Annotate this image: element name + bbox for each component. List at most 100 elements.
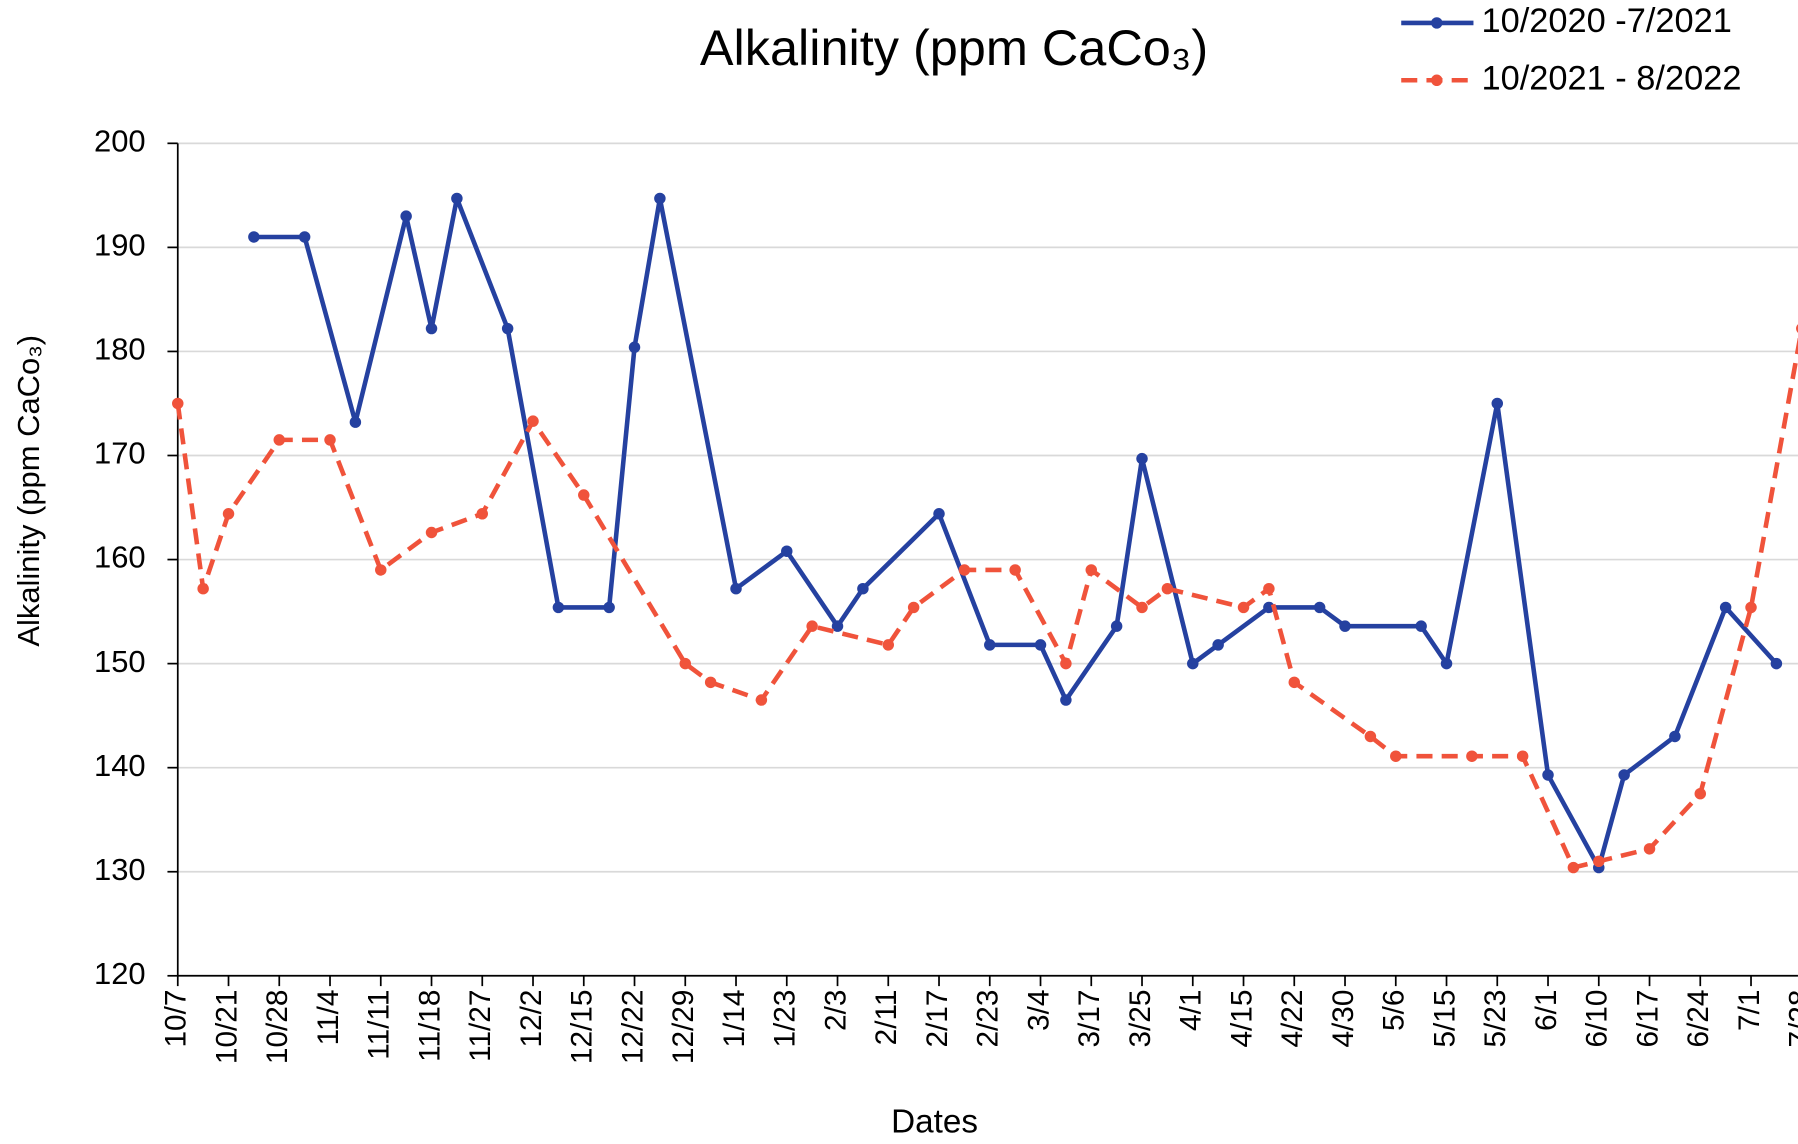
x-tick-label: 4/30 xyxy=(1327,990,1360,1048)
data-point xyxy=(857,582,869,595)
x-tick-label: 11/11 xyxy=(363,990,396,1060)
data-point xyxy=(1415,620,1427,632)
data-point xyxy=(1390,750,1402,762)
data-point xyxy=(298,231,311,243)
data-point xyxy=(831,620,844,632)
data-point xyxy=(1694,787,1707,800)
data-point xyxy=(1212,639,1224,651)
data-point xyxy=(1466,750,1478,762)
y-tick-label: 170 xyxy=(94,436,146,471)
data-point xyxy=(1313,601,1326,614)
x-tick-label: 6/10 xyxy=(1581,990,1614,1048)
data-point xyxy=(1136,601,1148,614)
y-axis-label: Alkalinity (ppm CaCo₃) xyxy=(11,335,46,647)
data-point xyxy=(578,489,590,501)
legend-label: 10/2021 - 8/2022 xyxy=(1481,59,1741,97)
data-point xyxy=(425,526,438,539)
data-point xyxy=(1618,769,1630,781)
x-tick-label: 5/23 xyxy=(1479,990,1512,1048)
y-tick-label: 200 xyxy=(94,124,146,159)
x-axis-label: Dates xyxy=(891,1103,978,1140)
data-point xyxy=(603,601,615,614)
data-point xyxy=(172,397,184,410)
data-point xyxy=(628,341,641,354)
y-tick-label: 150 xyxy=(94,644,146,679)
data-point xyxy=(1770,657,1783,670)
x-tick-label: 11/27 xyxy=(464,990,497,1062)
data-point xyxy=(679,657,691,670)
data-point xyxy=(1237,601,1250,614)
data-point xyxy=(730,582,742,595)
data-point xyxy=(1161,582,1174,595)
x-tick-label: 12/22 xyxy=(616,990,649,1065)
data-point xyxy=(755,694,768,706)
x-tick-label: 4/22 xyxy=(1276,990,1309,1048)
data-point xyxy=(1440,657,1453,670)
data-point xyxy=(1339,620,1351,632)
x-tick-label: 2/3 xyxy=(819,990,852,1031)
x-tick-label: 5/15 xyxy=(1428,990,1461,1048)
data-point xyxy=(1060,657,1072,670)
y-tick-label: 160 xyxy=(94,540,146,575)
x-tick-label: 2/11 xyxy=(870,990,903,1046)
data-point xyxy=(552,601,565,614)
data-point xyxy=(1187,657,1199,670)
y-tick-label: 190 xyxy=(94,228,146,263)
data-point xyxy=(527,415,539,427)
data-point xyxy=(1364,730,1377,743)
data-point xyxy=(1719,601,1732,614)
data-point xyxy=(1516,750,1529,762)
x-tick-label: 3/25 xyxy=(1124,990,1157,1048)
x-tick-label: 12/29 xyxy=(667,990,700,1065)
data-point xyxy=(958,564,971,576)
x-tick-label: 5/6 xyxy=(1378,990,1411,1031)
data-point xyxy=(1567,861,1580,874)
data-point xyxy=(1593,855,1605,868)
data-point xyxy=(933,508,945,520)
x-tick-label: 12/2 xyxy=(515,990,548,1048)
x-tick-label: 3/4 xyxy=(1022,990,1055,1031)
data-point xyxy=(349,416,362,428)
x-tick-label: 4/15 xyxy=(1225,990,1258,1048)
data-point xyxy=(1542,769,1554,781)
data-point xyxy=(1034,639,1047,651)
x-tick-label: 7/28 xyxy=(1784,990,1798,1048)
data-point xyxy=(781,545,793,557)
y-tick-label: 130 xyxy=(94,852,146,887)
data-point xyxy=(654,192,666,205)
data-point xyxy=(907,601,920,614)
x-tick-label: 6/1 xyxy=(1530,990,1563,1031)
x-tick-label: 10/28 xyxy=(261,990,294,1065)
x-tick-label: 1/23 xyxy=(769,990,802,1048)
y-tick-label: 140 xyxy=(94,748,146,783)
x-tick-label: 6/24 xyxy=(1682,990,1715,1048)
x-tick-label: 4/1 xyxy=(1175,990,1208,1031)
x-tick-label: 10/21 xyxy=(210,990,243,1065)
data-point xyxy=(425,322,438,335)
data-point xyxy=(1110,620,1123,632)
x-tick-label: 6/17 xyxy=(1631,990,1664,1048)
x-tick-label: 2/17 xyxy=(921,990,954,1048)
data-point xyxy=(197,582,209,595)
data-point xyxy=(375,564,387,576)
data-point xyxy=(476,508,488,520)
chart-title: Alkalinity (ppm CaCo₃) xyxy=(700,19,1208,76)
data-point xyxy=(324,434,336,446)
x-tick-label: 1/14 xyxy=(718,990,751,1048)
data-point xyxy=(1745,601,1757,614)
x-tick-label: 3/17 xyxy=(1073,990,1106,1048)
data-point xyxy=(1060,694,1072,706)
x-tick-label: 2/23 xyxy=(972,990,1005,1048)
legend-label: 10/2020 -7/2021 xyxy=(1481,2,1731,40)
data-point xyxy=(1263,601,1275,614)
legend-marker xyxy=(1431,74,1443,86)
x-tick-label: 11/18 xyxy=(413,990,446,1062)
y-tick-label: 120 xyxy=(94,956,146,991)
data-point xyxy=(1009,564,1021,576)
y-tick-label: 180 xyxy=(94,332,146,367)
x-tick-label: 12/15 xyxy=(566,990,599,1065)
data-point xyxy=(248,231,260,243)
data-point xyxy=(882,639,895,651)
data-point xyxy=(273,434,285,446)
